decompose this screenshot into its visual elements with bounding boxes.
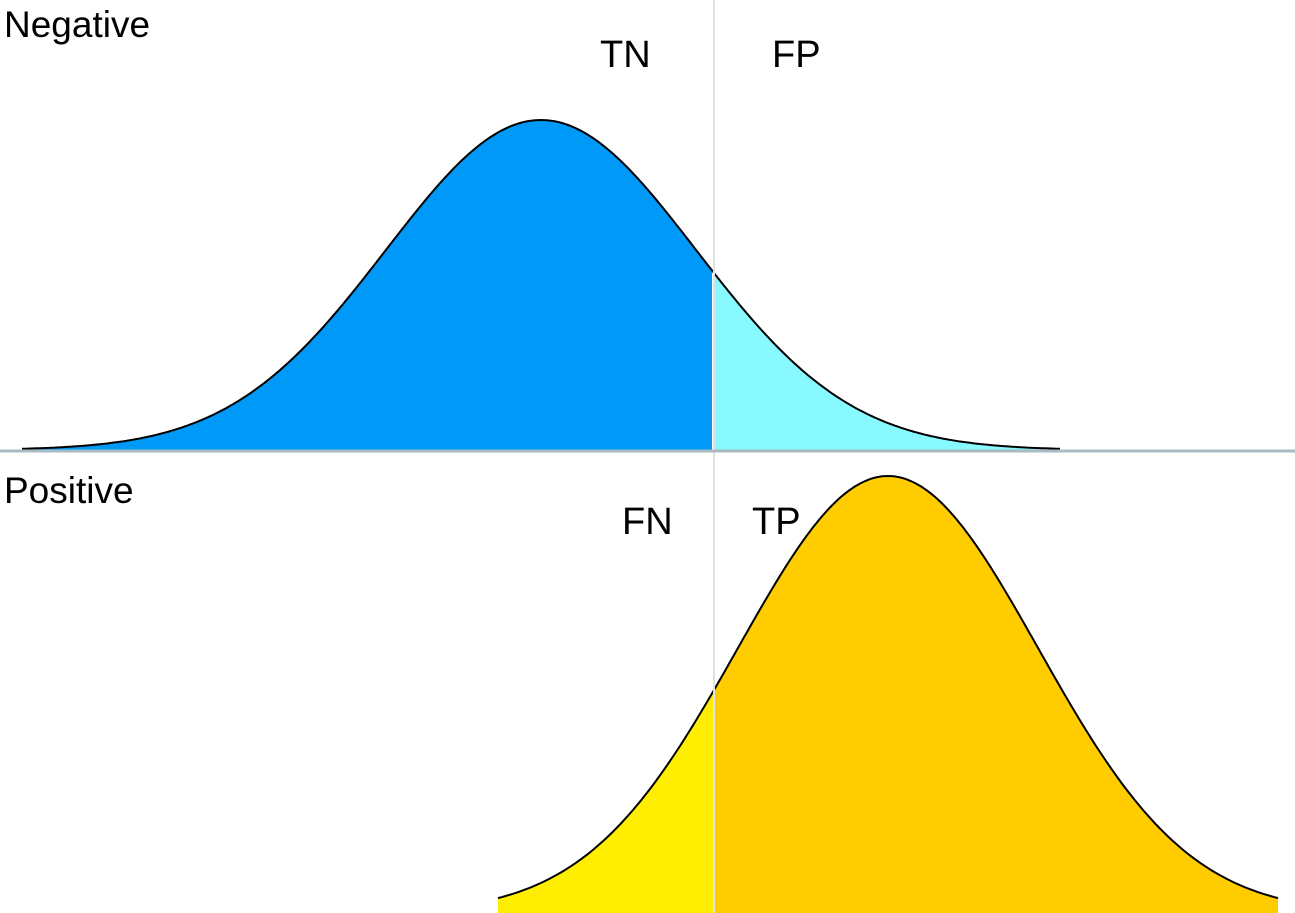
- tn-label: TN: [600, 34, 651, 76]
- negative-panel: Negative TN FP: [4, 4, 1061, 450]
- positive-panel: Positive FN TP: [4, 470, 1279, 913]
- tp-label: TP: [752, 501, 801, 543]
- negative-curve-outline: [21, 118, 1061, 450]
- fp-label: FP: [772, 34, 821, 76]
- positive-curve-outline: [497, 474, 1279, 900]
- negative-panel-title: Negative: [4, 4, 150, 45]
- false-negative-region: [498, 690, 714, 913]
- positive-panel-title: Positive: [4, 470, 134, 511]
- true-negative-region: [22, 120, 712, 450]
- fn-label: FN: [622, 501, 673, 543]
- false-positive-region: [714, 273, 1059, 450]
